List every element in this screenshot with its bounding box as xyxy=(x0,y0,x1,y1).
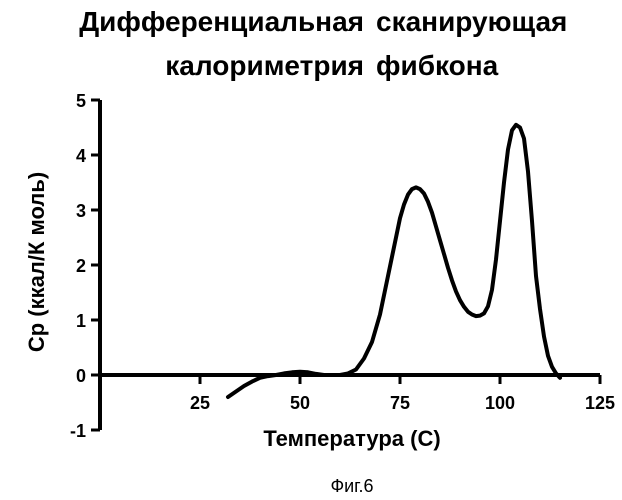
figure-caption: Фиг.6 xyxy=(330,476,373,496)
y-tick-label: 2 xyxy=(76,256,86,276)
y-tick-label: 5 xyxy=(76,91,86,111)
series-line xyxy=(228,125,560,397)
x-tick-label: 125 xyxy=(585,393,615,413)
y-axis-label: Ср (ккал/К моль) xyxy=(24,172,49,352)
y-tick-label: 0 xyxy=(76,366,86,386)
x-tick-label: 100 xyxy=(485,393,515,413)
y-tick-label: 4 xyxy=(76,146,86,166)
y-tick-label: 1 xyxy=(76,311,86,331)
y-tick-label: -1 xyxy=(70,421,86,441)
x-axis-label: Температура (С) xyxy=(263,426,440,451)
x-tick-label: 50 xyxy=(290,393,310,413)
x-tick-label: 25 xyxy=(190,393,210,413)
x-tick-label: 75 xyxy=(390,393,410,413)
y-tick-label: 3 xyxy=(76,201,86,221)
